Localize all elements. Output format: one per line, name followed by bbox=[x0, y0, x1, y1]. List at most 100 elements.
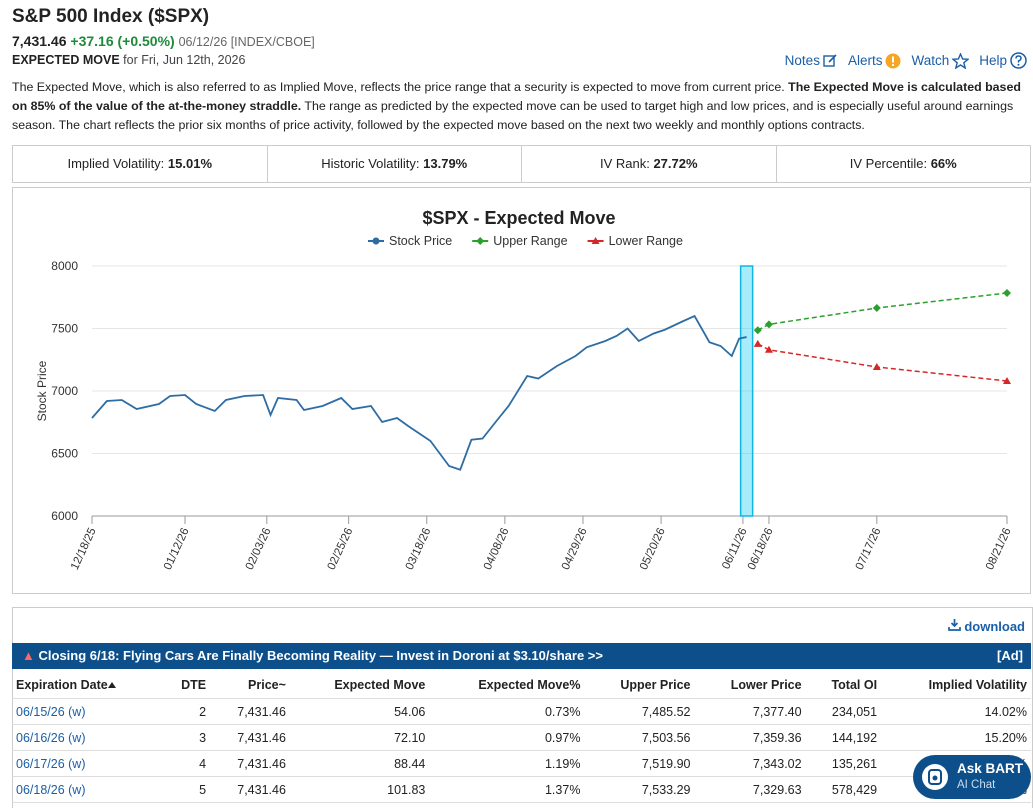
chart-box bbox=[12, 187, 1031, 594]
subtitle: for Fri, Jun 12th, 2026 bbox=[123, 53, 246, 67]
data-point bbox=[872, 304, 881, 312]
stat: IV Rank: 27.72% bbox=[522, 146, 777, 182]
cell: 2 bbox=[163, 698, 211, 725]
legend-marker bbox=[476, 237, 485, 245]
column-header[interactable]: Expiration Date bbox=[12, 672, 164, 699]
download-link[interactable]: download bbox=[947, 618, 1025, 634]
x-tick-label: 06/11/26 bbox=[720, 526, 749, 571]
column-title: Expected Move% bbox=[478, 678, 581, 692]
y-tick-label: 8000 bbox=[51, 259, 78, 273]
x-tick-label: 01/12/26 bbox=[162, 526, 192, 572]
column-title: Total OI bbox=[831, 678, 878, 692]
download-text: download bbox=[964, 619, 1025, 634]
link-text: Help bbox=[979, 53, 1007, 68]
cell: 72.10 bbox=[289, 724, 430, 751]
alerts-link[interactable]: Alerts bbox=[848, 53, 902, 69]
column-title: Expiration Date bbox=[16, 678, 108, 692]
icon bbox=[952, 52, 970, 69]
table-row: 06/17/26 (w) 4 7,431.46 88.44 1.19% 7,519.90 7… bbox=[12, 750, 1031, 777]
stat-value: 66% bbox=[930, 156, 957, 171]
cell: 234,051 bbox=[805, 698, 882, 725]
stat: Implied Volatility: 15.01% bbox=[13, 146, 268, 182]
cell: 7,503.56 bbox=[584, 724, 695, 751]
expiration-link[interactable]: 06/15/26 (w) bbox=[12, 698, 164, 725]
banner-text: Closing 6/18: Flying Cars Are Finally Be… bbox=[38, 648, 603, 663]
column-header[interactable]: Expected Move bbox=[289, 672, 430, 699]
stat-value: 27.72% bbox=[653, 156, 698, 171]
legend-marker bbox=[372, 237, 380, 245]
legend-label: Stock Price bbox=[389, 234, 452, 248]
link-text: Watch bbox=[911, 53, 950, 68]
cell: 5 bbox=[163, 776, 211, 803]
data-point bbox=[764, 320, 773, 329]
cell: 578,429 bbox=[805, 776, 882, 803]
cell: 7,519.90 bbox=[584, 750, 695, 777]
icon bbox=[947, 619, 961, 631]
stat-label: IV Percentile: bbox=[849, 156, 928, 171]
cell: 101.83 bbox=[289, 776, 430, 803]
cell: 7,329.63 bbox=[694, 776, 806, 803]
expiration-link[interactable]: 06/18/26 (w) bbox=[12, 776, 164, 803]
cell: 1.37% bbox=[429, 776, 585, 803]
description: The Expected Move, which is also referre… bbox=[12, 78, 1028, 135]
cell: 1.19% bbox=[429, 750, 585, 777]
cell: 54.06 bbox=[289, 698, 430, 725]
change: +37.16 (+0.50%) bbox=[70, 33, 175, 49]
table-row: 06/16/26 (w) 3 7,431.46 72.10 0.97% 7,503.56 7… bbox=[12, 724, 1031, 751]
cell: 7,533.29 bbox=[584, 776, 695, 803]
subtitle-bold: EXPECTED MOVE bbox=[12, 53, 120, 67]
cell: 4 bbox=[163, 750, 211, 777]
y-tick-label: 6500 bbox=[51, 447, 78, 461]
column-title: Expected Move bbox=[334, 678, 426, 692]
chart-title: $SPX - Expected Move bbox=[422, 208, 615, 228]
x-tick-label: 08/21/26 bbox=[984, 526, 1014, 572]
sort-icon bbox=[107, 682, 116, 688]
x-tick-label: 05/20/26 bbox=[638, 526, 668, 572]
column-header[interactable]: Total OI bbox=[805, 672, 882, 699]
cell: 15.20% bbox=[881, 724, 1031, 751]
column-header[interactable]: Implied Volatility bbox=[881, 672, 1031, 699]
stat-value: 15.01% bbox=[167, 156, 213, 171]
notes-link[interactable]: Notes bbox=[785, 53, 838, 68]
y-tick-label: 7500 bbox=[51, 322, 78, 336]
cell: 7,343.02 bbox=[694, 750, 806, 777]
help-link[interactable]: Help bbox=[979, 52, 1027, 69]
column-header[interactable]: Expected Move% bbox=[429, 672, 585, 699]
x-tick-label: 03/18/26 bbox=[404, 526, 434, 572]
column-header[interactable]: Lower Price bbox=[694, 672, 806, 699]
stat-value: 13.79% bbox=[423, 156, 468, 171]
ask-bart-button[interactable]: Ask BART AI Chat bbox=[913, 755, 1031, 799]
stats-bar: Implied Volatility: 15.01% Historic Volat… bbox=[12, 145, 1031, 183]
column-header[interactable]: DTE bbox=[163, 672, 211, 699]
header-row: Expiration Date DTE Price~ Expected Move Exp… bbox=[12, 672, 1031, 699]
series-line bbox=[91, 314, 747, 471]
expiration-link[interactable]: 06/16/26 (w) bbox=[12, 724, 164, 751]
chat-title: Ask BART bbox=[957, 761, 1024, 776]
price: 7,431.46 bbox=[12, 33, 67, 49]
legend-label: Lower Range bbox=[609, 234, 683, 248]
column-header[interactable]: Price~ bbox=[210, 672, 290, 699]
cell: 144,192 bbox=[805, 724, 882, 751]
stat: Historic Volatility: 13.79% bbox=[268, 146, 522, 182]
x-tick-label: 02/25/26 bbox=[326, 526, 356, 572]
y-axis-label: Stock Price bbox=[35, 360, 49, 421]
x-tick-label: 02/03/26 bbox=[244, 526, 274, 572]
x-tick-label: 06/18/26 bbox=[746, 526, 776, 572]
subtitle-line: EXPECTED MOVE for Fri, Jun 12th, 2026 bbox=[12, 53, 245, 67]
chat-subtitle: AI Chat bbox=[957, 779, 996, 791]
watch-link[interactable]: Watch bbox=[911, 52, 970, 69]
ad-banner[interactable]: ▲ Closing 6/18: Flying Cars Are Finally … bbox=[12, 643, 1031, 669]
title: S&P 500 Index ($SPX) bbox=[12, 6, 210, 27]
cell: 7,359.36 bbox=[694, 724, 806, 751]
column-title: Implied Volatility bbox=[928, 678, 1027, 692]
series-line bbox=[757, 292, 1008, 331]
expiration-link[interactable]: 06/17/26 (w) bbox=[12, 750, 164, 777]
legend-marker bbox=[591, 237, 600, 244]
desc-bold: The Expected Move is calculated based on… bbox=[12, 80, 1021, 113]
data-point bbox=[764, 345, 773, 353]
stat-label: Implied Volatility: bbox=[67, 156, 165, 171]
data-point bbox=[753, 326, 762, 335]
column-header[interactable]: Upper Price bbox=[584, 672, 695, 699]
cell: 14.02% bbox=[881, 698, 1031, 725]
cell: 7,431.46 bbox=[210, 750, 290, 777]
